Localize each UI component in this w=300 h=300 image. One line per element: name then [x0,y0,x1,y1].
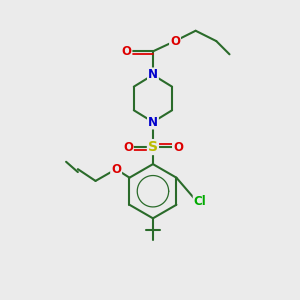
Text: O: O [173,141,183,154]
Text: N: N [148,116,158,128]
Text: O: O [170,34,180,48]
Text: Cl: Cl [194,195,206,208]
Text: N: N [148,68,158,81]
Text: S: S [148,140,158,154]
Text: O: O [122,45,131,58]
Text: O: O [123,141,133,154]
Text: O: O [111,163,121,176]
